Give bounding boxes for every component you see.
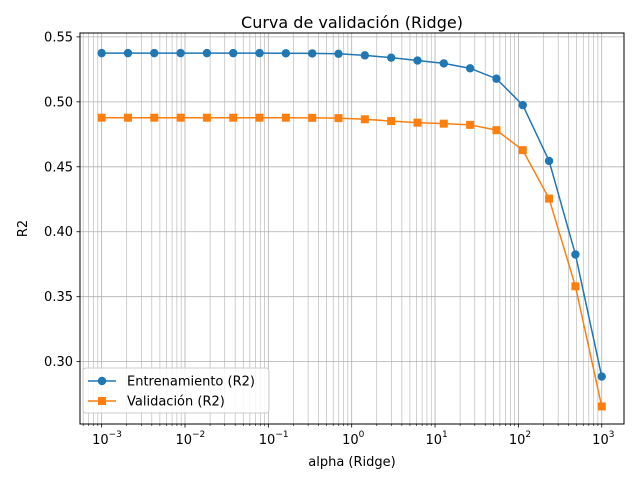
series-1-point — [176, 48, 185, 58]
series-2-point — [387, 117, 396, 126]
series-2-point — [360, 115, 369, 124]
legend-box — [82, 367, 270, 414]
series-2-point — [255, 113, 264, 122]
x-tick-label: 10 — [259, 433, 276, 448]
x-tick-exponent: −2 — [192, 430, 205, 440]
x-tick-label: 10 — [175, 433, 192, 448]
series-2-point — [466, 120, 475, 129]
series-markers — [97, 48, 606, 411]
x-tick-label: 10 — [509, 433, 526, 448]
series-2-point — [123, 113, 132, 122]
y-tick-label: 0.30 — [44, 355, 73, 370]
legend: Entrenamiento (R2) Validación (R2) — [82, 367, 270, 414]
x-tick-label: 10 — [342, 433, 359, 448]
series-1-point — [386, 53, 396, 62]
x-tick-exponent: 1 — [442, 430, 448, 440]
y-tick-label: 0.45 — [44, 160, 73, 175]
series-2-point — [492, 126, 501, 135]
series-2-point — [281, 113, 290, 122]
legend-entry-label: Validación (R2) — [127, 395, 225, 410]
series-2-point — [413, 118, 422, 127]
x-tick-exponent: 3 — [609, 430, 615, 440]
legend-entry-label: Entrenamiento (R2) — [127, 375, 255, 390]
series-1-point — [413, 56, 422, 65]
x-tick-exponent: −1 — [275, 430, 288, 440]
series-2-point — [518, 146, 527, 155]
x-tick-exponent: 0 — [359, 430, 365, 440]
series-1-point — [255, 48, 264, 58]
series-1-point — [492, 74, 501, 83]
series-1-point — [97, 48, 106, 58]
series-1-point — [439, 59, 449, 68]
series-2-point — [545, 194, 554, 203]
series-2-point — [176, 113, 185, 122]
x-tick-exponent: 2 — [525, 430, 531, 440]
series-2-point — [571, 282, 580, 291]
y-axis-label: R2 — [16, 220, 31, 237]
series-1-point — [465, 64, 475, 73]
series-1-point — [123, 48, 133, 58]
series-1-point — [308, 49, 317, 58]
legend-swatch-marker — [98, 397, 106, 405]
grid — [80, 33, 624, 424]
series-1-point — [360, 51, 370, 60]
series-1-point — [571, 250, 580, 259]
y-axis-ticks: 0.30 0.35 0.40 0.45 0.50 0.55 — [44, 30, 80, 370]
x-tick-exponent: −3 — [109, 430, 122, 440]
series-1-point — [334, 49, 343, 58]
series-1-point — [544, 156, 554, 166]
y-tick-label: 0.55 — [44, 30, 73, 45]
series-line-2 — [101, 116, 603, 407]
x-axis-label: alpha (Ridge) — [308, 455, 395, 470]
series-2-point — [97, 113, 106, 122]
series-line-1 — [101, 52, 603, 377]
series-1-point — [518, 100, 527, 110]
series-1-point — [150, 48, 159, 58]
legend-swatch-marker — [97, 376, 107, 386]
y-tick-label: 0.35 — [44, 290, 73, 305]
chart-title: Curva de validación (Ridge) — [241, 13, 463, 32]
series-lines — [101, 52, 603, 407]
series-2-point — [202, 113, 211, 122]
series-2-point — [439, 119, 448, 128]
x-tick-label: 10 — [425, 433, 442, 448]
series-2-point — [597, 402, 606, 411]
x-tick-label: 10 — [92, 433, 109, 448]
x-tick-label: 10 — [592, 433, 609, 448]
series-1-point — [597, 372, 606, 381]
y-tick-label: 0.40 — [44, 225, 73, 240]
series-1-point — [202, 48, 212, 58]
series-2-point — [150, 113, 159, 122]
x-axis-ticks: 10 −3 10 −2 10 −1 10 0 10 1 10 2 10 3 — [82, 424, 615, 448]
y-tick-label: 0.50 — [44, 95, 73, 110]
series-2-point — [229, 113, 238, 122]
series-1-point — [229, 48, 238, 58]
series-2-point — [308, 113, 317, 122]
series-2-point — [334, 114, 343, 123]
series-1-point — [281, 49, 291, 58]
